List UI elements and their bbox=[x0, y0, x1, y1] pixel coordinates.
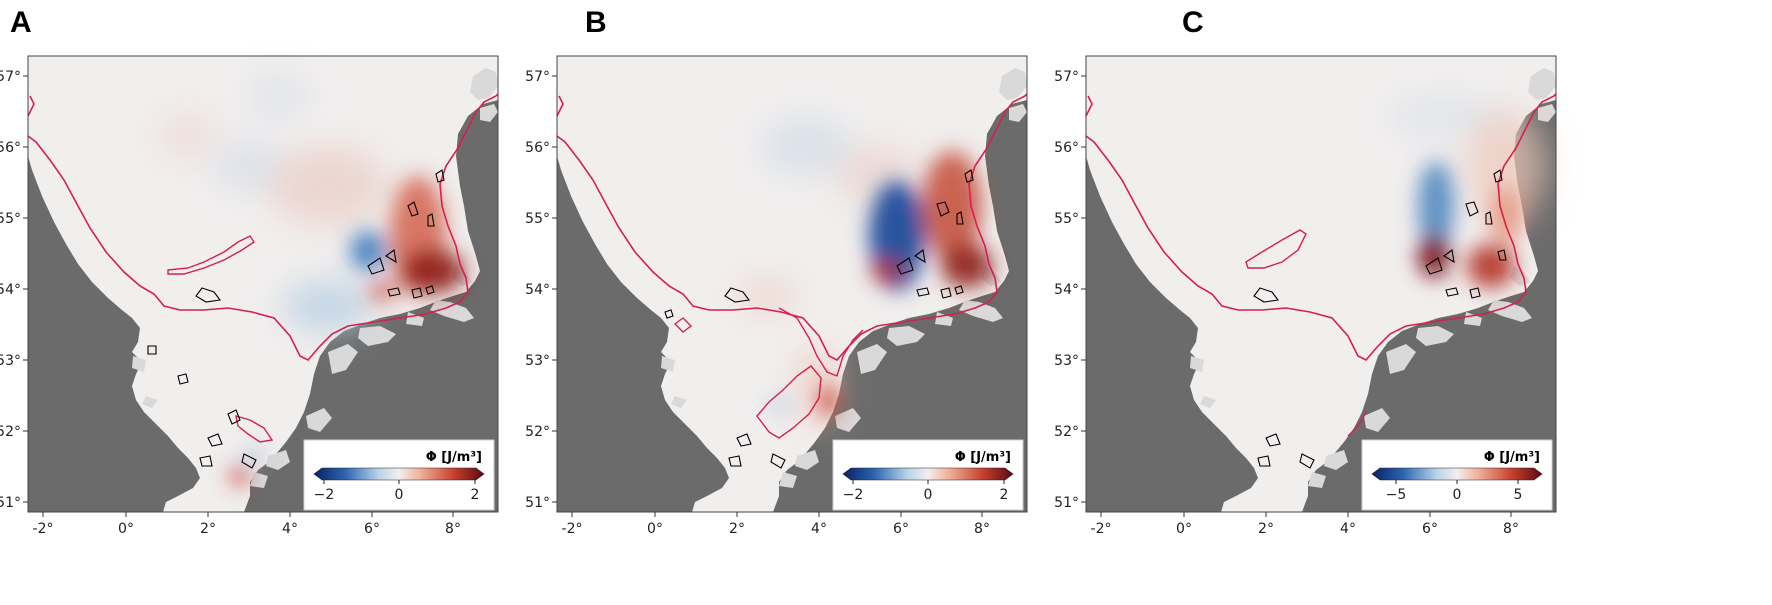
lat-tick-label: 53° bbox=[0, 353, 21, 369]
lon-tick-label: 2° bbox=[200, 521, 216, 537]
lat-tick-label: 53° bbox=[525, 353, 550, 369]
lon-tick-label: 0° bbox=[1176, 521, 1192, 537]
map-panel-b bbox=[556, 55, 1028, 513]
colorbar-title-c: Φ [J/m³] bbox=[1484, 450, 1540, 465]
lat-tick-label: 53° bbox=[1054, 353, 1079, 369]
colorbar-tick-a-min: −2 bbox=[314, 487, 335, 503]
colorbar-tick-c-min: −5 bbox=[1386, 487, 1407, 503]
lat-tick-label: 51° bbox=[0, 495, 21, 511]
lat-tick-label: 54° bbox=[0, 282, 21, 298]
lat-tick-label: 52° bbox=[525, 424, 550, 440]
colorbar-tick-a-max: 2 bbox=[471, 487, 480, 503]
lat-tick-label: 56° bbox=[1054, 140, 1079, 156]
lon-tick-label: 6° bbox=[1422, 521, 1438, 537]
axis-ticks: -2° 0° 2° 4° 6° 8° 57° 56° 55° 54° 53° 52° 51° -2° 0° 2… bbox=[0, 69, 1519, 537]
colorbar-tick-c-max: 5 bbox=[1514, 487, 1523, 503]
lon-tick-label: 4° bbox=[811, 521, 827, 537]
lon-tick-label: -2° bbox=[562, 521, 583, 537]
lon-tick-label: 6° bbox=[893, 521, 909, 537]
colorbar-tick-b-max: 2 bbox=[1000, 487, 1009, 503]
lat-tick-label: 56° bbox=[525, 140, 550, 156]
lon-tick-label: 2° bbox=[729, 521, 745, 537]
lat-tick-label: 52° bbox=[1054, 424, 1079, 440]
lon-tick-label: 4° bbox=[282, 521, 298, 537]
lat-tick-label: 51° bbox=[1054, 495, 1079, 511]
lon-tick-label: 0° bbox=[647, 521, 663, 537]
lon-tick-label: 8° bbox=[1503, 521, 1519, 537]
lat-tick-label: 55° bbox=[525, 211, 550, 227]
lat-tick-label: 54° bbox=[525, 282, 550, 298]
panel-label-a: A bbox=[10, 6, 32, 39]
colorbar-title-b: Φ [J/m³] bbox=[955, 450, 1011, 465]
map-panel-c bbox=[1085, 55, 1557, 513]
lon-tick-label: 2° bbox=[1258, 521, 1274, 537]
lon-tick-label: 4° bbox=[1340, 521, 1356, 537]
panel-label-c: C bbox=[1182, 6, 1204, 39]
lat-tick-label: 52° bbox=[0, 424, 21, 440]
colorbar-tick-a-zero: 0 bbox=[395, 487, 404, 503]
colorbar-a: Φ [J/m³] −2 0 2 bbox=[303, 439, 495, 511]
lon-tick-label: -2° bbox=[33, 521, 54, 537]
colorbar-c: Φ [J/m³] −5 0 5 bbox=[1361, 439, 1553, 511]
lat-tick-label: 54° bbox=[1054, 282, 1079, 298]
lon-tick-label: 0° bbox=[118, 521, 134, 537]
lat-tick-label: 55° bbox=[1054, 211, 1079, 227]
colorbar-b: Φ [J/m³] −2 0 2 bbox=[832, 439, 1024, 511]
lon-tick-label: 8° bbox=[974, 521, 990, 537]
map-panel-a bbox=[27, 55, 499, 513]
colorbar-tick-c-zero: 0 bbox=[1453, 487, 1462, 503]
colorbar-title-a: Φ [J/m³] bbox=[426, 450, 482, 465]
lat-tick-label: 55° bbox=[0, 211, 21, 227]
colorbar-tick-b-min: −2 bbox=[843, 487, 864, 503]
colorbar-tick-b-zero: 0 bbox=[924, 487, 933, 503]
lat-tick-label: 51° bbox=[525, 495, 550, 511]
panel-label-b: B bbox=[585, 6, 607, 39]
lon-tick-label: 8° bbox=[445, 521, 461, 537]
lat-tick-label: 56° bbox=[0, 140, 21, 156]
lat-tick-label: 57° bbox=[525, 69, 550, 85]
lat-tick-label: 57° bbox=[0, 69, 21, 85]
lon-tick-label: -2° bbox=[1091, 521, 1112, 537]
lat-tick-label: 57° bbox=[1054, 69, 1079, 85]
lon-tick-label: 6° bbox=[364, 521, 380, 537]
